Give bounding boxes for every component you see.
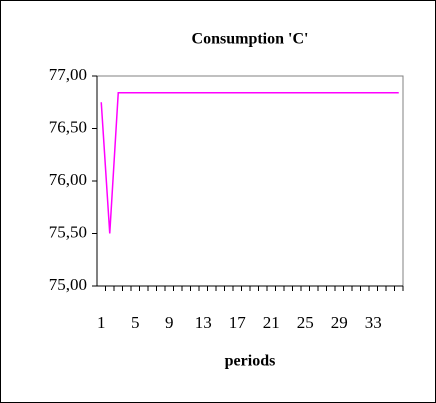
y-tick-label: 76,50 xyxy=(49,117,87,136)
x-axis-label: periods xyxy=(225,353,276,370)
chart-title: Consumption 'C' xyxy=(192,31,309,48)
x-tick-label: 13 xyxy=(195,313,212,332)
y-tick-label: 76,00 xyxy=(49,170,87,189)
y-tick-label: 77,00 xyxy=(49,65,87,84)
x-tick-label: 9 xyxy=(165,313,174,332)
x-tick-label: 17 xyxy=(229,313,247,332)
line-series xyxy=(100,92,399,234)
x-tick-label: 25 xyxy=(297,313,314,332)
plot-area xyxy=(96,75,404,287)
x-tick-label: 33 xyxy=(365,313,382,332)
y-tick-label: 75,50 xyxy=(49,222,87,241)
x-tick-label: 21 xyxy=(263,313,280,332)
x-tick-label: 1 xyxy=(97,313,106,332)
x-tick-label: 29 xyxy=(331,313,348,332)
x-tick-label: 5 xyxy=(131,313,140,332)
y-tick-label: 75,00 xyxy=(49,275,87,294)
